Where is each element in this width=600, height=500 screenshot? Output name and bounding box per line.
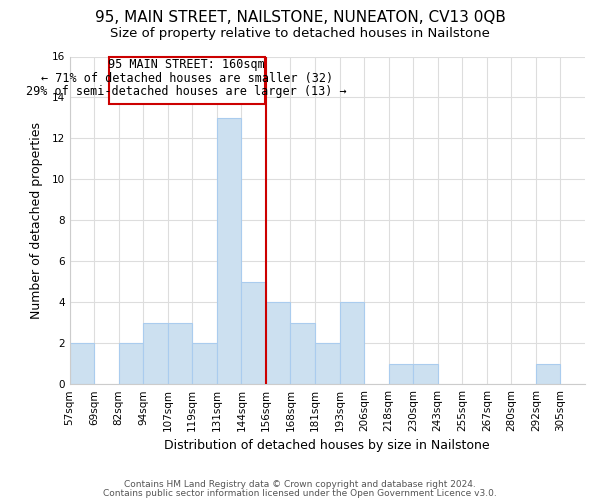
Text: ← 71% of detached houses are smaller (32): ← 71% of detached houses are smaller (32… xyxy=(41,72,333,85)
Bar xyxy=(143,322,168,384)
Bar xyxy=(70,343,94,384)
Bar xyxy=(389,364,413,384)
Bar xyxy=(413,364,438,384)
Text: 95 MAIN STREET: 160sqm: 95 MAIN STREET: 160sqm xyxy=(109,58,265,71)
Text: 95, MAIN STREET, NAILSTONE, NUNEATON, CV13 0QB: 95, MAIN STREET, NAILSTONE, NUNEATON, CV… xyxy=(95,10,505,25)
Y-axis label: Number of detached properties: Number of detached properties xyxy=(30,122,43,319)
Bar xyxy=(217,118,241,384)
Text: 29% of semi-detached houses are larger (13) →: 29% of semi-detached houses are larger (… xyxy=(26,85,347,98)
Text: Contains public sector information licensed under the Open Government Licence v3: Contains public sector information licen… xyxy=(103,490,497,498)
Bar xyxy=(536,364,560,384)
Bar xyxy=(266,302,290,384)
Text: Size of property relative to detached houses in Nailstone: Size of property relative to detached ho… xyxy=(110,28,490,40)
Bar xyxy=(340,302,364,384)
Bar xyxy=(168,322,192,384)
Bar xyxy=(315,343,340,384)
X-axis label: Distribution of detached houses by size in Nailstone: Distribution of detached houses by size … xyxy=(164,440,490,452)
Bar xyxy=(119,343,143,384)
Bar xyxy=(241,282,266,384)
FancyBboxPatch shape xyxy=(109,56,265,104)
Text: Contains HM Land Registry data © Crown copyright and database right 2024.: Contains HM Land Registry data © Crown c… xyxy=(124,480,476,489)
Bar xyxy=(290,322,315,384)
Bar xyxy=(192,343,217,384)
